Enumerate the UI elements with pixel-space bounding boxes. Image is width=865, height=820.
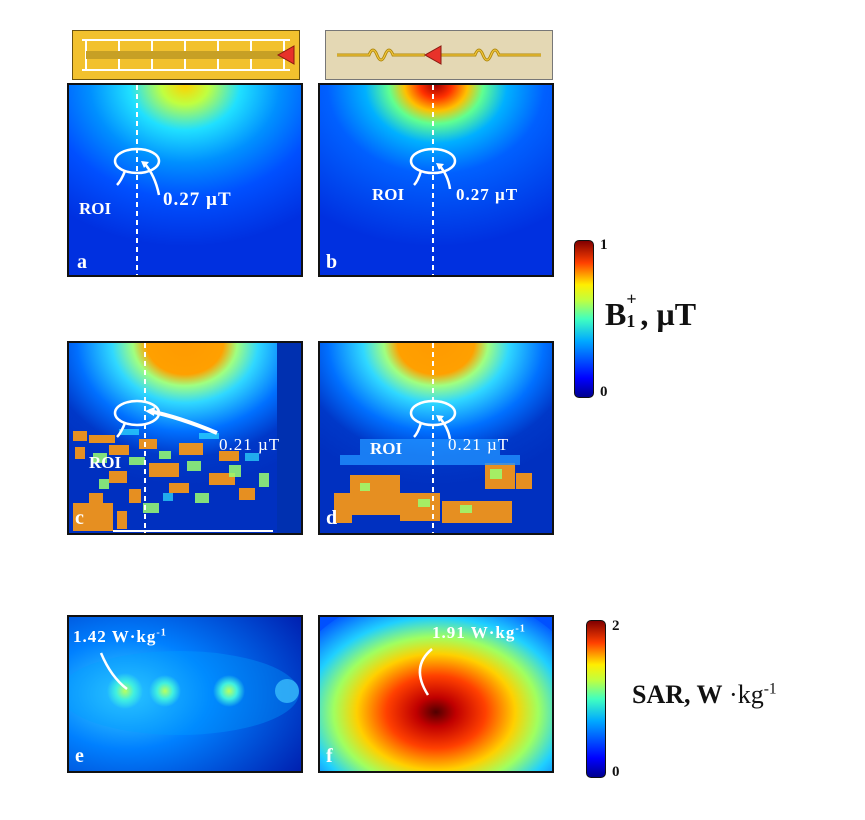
sar-map-panel-f: 1.91 W·kg-1 f	[318, 615, 554, 773]
b1-colorbar-max: 1	[600, 237, 608, 253]
coil-diagram-a	[72, 30, 300, 80]
b1-value-c: 0.21 µT	[219, 435, 281, 454]
sar-value-f: 1.91 W·kg-1	[432, 623, 526, 642]
b1-colorbar-min: 0	[600, 384, 608, 400]
panel-label-d: d	[326, 507, 338, 529]
sar-colorbar-title: SAR, W ·kg-1	[632, 680, 777, 709]
b1-measured-panel-c: ROI 0.21 µT c	[67, 341, 303, 535]
b1-value-d: 0.21 µT	[448, 435, 510, 454]
sar-colorbar-min: 0	[612, 764, 620, 780]
b1-map-panel-a: ROI 0.27 µT a	[67, 83, 303, 277]
sar-colorbar	[586, 620, 606, 778]
panel-label-a: a	[77, 251, 87, 273]
sar-map-panel-e: 1.42 W·kg-1 e	[67, 615, 303, 773]
b1-colorbar	[574, 240, 594, 398]
roi-label-a: ROI	[79, 199, 112, 218]
b1-measured-panel-d: ROI 0.21 µT d	[318, 341, 554, 535]
panel-label-f: f	[326, 745, 333, 767]
b1-value-a: 0.27 µT	[163, 189, 232, 210]
panel-label-c: c	[75, 507, 84, 529]
b1-colorbar-title: B +1, µT	[605, 289, 697, 332]
panel-label-b: b	[326, 251, 338, 273]
roi-label-c: ROI	[89, 453, 122, 472]
b1-map-panel-b: ROI 0.27 µT b	[318, 83, 554, 277]
roi-label-d: ROI	[370, 439, 403, 458]
panel-label-e: e	[75, 745, 84, 767]
sar-colorbar-max: 2	[612, 618, 620, 634]
roi-label-b: ROI	[372, 185, 405, 204]
sar-value-e: 1.42 W·kg-1	[73, 627, 167, 646]
coil-diagram-b	[325, 30, 553, 80]
b1-value-b: 0.27 µT	[456, 185, 519, 204]
